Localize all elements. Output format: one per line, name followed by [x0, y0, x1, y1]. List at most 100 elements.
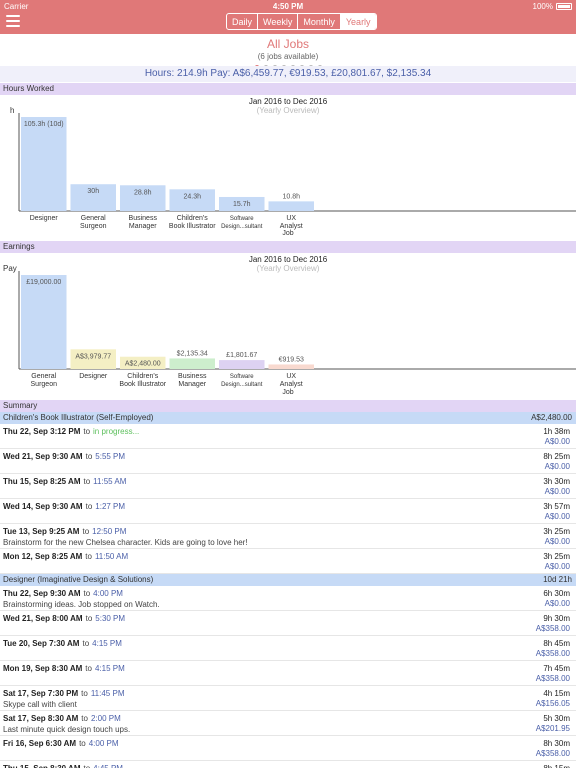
bar[interactable] [120, 356, 166, 369]
bar[interactable] [169, 358, 216, 369]
time-entry-row[interactable]: Thu 22, Sep 9:30 AM to 4:00 PM Brainstormin… [0, 586, 576, 611]
time-entry-row[interactable]: Fri 16, Sep 6:30 AM to 4:00 PM 8h 30m A$358.… [0, 736, 576, 761]
entry-pay: A$0.00 [544, 437, 570, 446]
data-label: 10.8h [282, 193, 300, 200]
time-entry-row[interactable]: Sat 17, Sep 8:30 AM to 2:00 PM Last minute … [0, 711, 576, 736]
hours-chart: Jan 2016 to Dec 2016 (Yearly Overview) h… [0, 95, 576, 240]
entry-end: 5:55 PM [95, 452, 126, 461]
entry-to: to [82, 639, 90, 648]
entry-to: to [83, 589, 91, 598]
entry-end: 4:00 PM [93, 589, 123, 598]
battery-indicator: 100% [533, 2, 572, 11]
entry-pay: A$358.00 [535, 674, 570, 683]
chart-subtitle: (Yearly Overview) [256, 264, 320, 273]
chart-subtitle: (Yearly Overview) [256, 106, 320, 115]
x-axis-label: Job [282, 389, 294, 396]
time-entry-row[interactable]: Wed 14, Sep 9:30 AM to 1:27 PM 3h 57m A$0.00 [0, 499, 576, 524]
time-entry-row[interactable]: Sat 17, Sep 7:30 PM to 11:45 PM Skype call … [0, 686, 576, 711]
chart-title: Jan 2016 to Dec 2016 [248, 97, 328, 106]
entry-duration: 9h 30m [543, 614, 570, 623]
time-entry-row[interactable]: Thu 15, Sep 8:25 AM to 11:55 AM 3h 30m A$0.0… [0, 474, 576, 499]
data-label: A$2,480.00 [125, 361, 161, 368]
segment-monthly[interactable]: Monthly [298, 14, 341, 29]
time-entry-row[interactable]: Thu 22, Sep 3:12 PM to in progress... 1h 38… [0, 424, 576, 449]
entry-duration: 6h 30m [543, 589, 570, 598]
entry-time-range: Sat 17, Sep 7:30 PM to 11:45 PM [3, 689, 124, 698]
entry-pay: A$358.00 [535, 624, 570, 633]
entry-to: to [85, 664, 92, 673]
status-bar: Carrier 4:50 PM 100% [0, 0, 576, 12]
entry-pay: A$0.00 [544, 512, 570, 521]
entry-pay: A$0.00 [544, 537, 570, 546]
entry-to: to [85, 452, 93, 461]
entry-pay: A$358.00 [535, 749, 570, 758]
bar[interactable] [169, 189, 216, 211]
entry-duration: 3h 30m [543, 477, 570, 486]
entry-end: 4:15 PM [92, 639, 122, 648]
time-entry-row[interactable]: Mon 12, Sep 8:25 AM to 11:50 AM 3h 25m A$0.0… [0, 549, 576, 574]
tick-label: General Surgeon [80, 215, 107, 230]
entry-time-range: Sat 17, Sep 8:30 AM to 2:00 PM [3, 714, 121, 723]
segment-daily[interactable]: Daily [227, 14, 259, 29]
entry-note: Brainstorming ideas. Job stopped on Watc… [3, 600, 160, 609]
time-entry-row[interactable]: Tue 13, Sep 9:25 AM to 12:50 PM Brainstorm … [0, 524, 576, 549]
segment-weekly[interactable]: Weekly [258, 14, 299, 29]
entry-end: in progress... [93, 427, 140, 436]
jobs-header: All Jobs (6 jobs available) [0, 34, 576, 69]
bar[interactable] [120, 185, 166, 211]
entry-start: Wed 14, Sep 9:30 AM [3, 502, 83, 511]
summary-group-header[interactable]: Designer (Imaginative Design & Solutions… [0, 574, 576, 586]
tick-label: UX Analyst [280, 215, 303, 230]
data-label: 28.8h [134, 189, 152, 196]
time-entry-row[interactable]: Mon 19, Sep 8:30 AM to 4:15 PM 7h 45m A$358.… [0, 661, 576, 686]
entry-pay: A$358.00 [535, 649, 570, 658]
entry-to: to [85, 614, 93, 623]
time-entry-row[interactable]: Wed 21, Sep 8:00 AM to 5:30 PM 9h 30m A$358.… [0, 611, 576, 636]
entry-end: 11:50 AM [94, 552, 129, 561]
battery-percent: 100% [532, 2, 553, 11]
entry-time-range: Wed 21, Sep 9:30 AM to 5:55 PM [3, 452, 125, 461]
segment-yearly[interactable]: Yearly [340, 14, 376, 29]
hours-bar-plot: 105.3h (10d) Designer 30h General Surgeon 28.… [18, 113, 576, 230]
entry-end: 4:15 PM [94, 664, 125, 673]
entry-end: 2:00 PM [90, 714, 121, 723]
entry-time-range: Tue 20, Sep 7:30 AM to 4:15 PM [3, 639, 122, 648]
group-name: Designer (Imaginative Design & Solutions… [3, 575, 154, 584]
entry-duration: 8h 15m [543, 764, 570, 768]
entry-start: Tue 13, Sep 9:25 AM [3, 527, 80, 536]
entry-to: to [85, 502, 93, 511]
bar[interactable] [21, 117, 67, 211]
data-label: 24.3h [183, 193, 201, 200]
bar[interactable] [21, 275, 67, 369]
entry-duration: 5h 30m [543, 714, 570, 723]
entry-time-range: Tue 13, Sep 9:25 AM to 12:50 PM [3, 527, 126, 536]
bar[interactable] [70, 349, 117, 369]
jobs-count: (6 jobs available) [257, 52, 319, 61]
tick-label: UX Analyst [280, 373, 303, 388]
entry-to: to [81, 689, 88, 698]
entry-start: Sat 17, Sep 8:30 AM [3, 714, 79, 723]
entry-duration: 3h 25m [543, 527, 570, 536]
entry-to: to [85, 552, 92, 561]
bar[interactable] [70, 184, 117, 211]
bar[interactable] [219, 360, 265, 369]
section-summary: Summary [0, 400, 576, 412]
entry-time-range: Mon 12, Sep 8:25 AM to 11:50 AM [3, 552, 128, 561]
hamburger-menu-icon[interactable] [6, 15, 20, 27]
entry-end: 5:30 PM [95, 614, 126, 623]
summary-group-header[interactable]: Children's Book Illustrator (Self-Employ… [0, 412, 576, 424]
entry-note: Skype call with client [3, 700, 77, 709]
bar[interactable] [268, 201, 315, 211]
earnings-bar-plot: £19,000.00 General Surgeon A$3,979.77 Design… [18, 271, 576, 388]
entry-start: Thu 22, Sep 9:30 AM [3, 589, 81, 598]
entry-pay: A$156.05 [535, 699, 570, 708]
time-entry-row[interactable]: Tue 20, Sep 7:30 AM to 4:15 PM 8h 45m A$358.… [0, 636, 576, 661]
entry-pay: A$0.00 [544, 462, 570, 471]
bar[interactable] [219, 196, 265, 211]
time-entry-row[interactable]: Wed 21, Sep 9:30 AM to 5:55 PM 8h 25m A$0.00 [0, 449, 576, 474]
entry-duration: 3h 57m [543, 502, 570, 511]
entry-start: Thu 22, Sep 3:12 PM [3, 427, 81, 436]
bar[interactable] [268, 364, 315, 369]
